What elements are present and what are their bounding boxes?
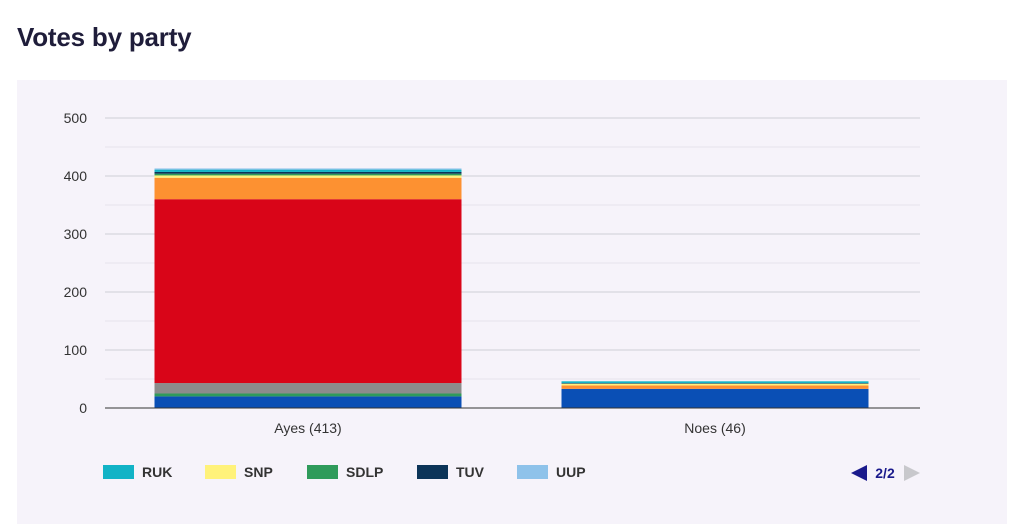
- legend-item-sdlp[interactable]: SDLP: [307, 464, 383, 480]
- bar-segment-ruk[interactable]: [561, 381, 869, 384]
- legend-pager: 2/2: [851, 465, 920, 481]
- legend-label: UUP: [556, 464, 586, 480]
- bar-segment-tuv[interactable]: [154, 171, 462, 174]
- bars: [154, 168, 869, 408]
- bar-segment-ruk[interactable]: [154, 169, 462, 172]
- legend: RUK SNP SDLP TUV UUP: [103, 464, 586, 480]
- bar-segment-tuv[interactable]: [561, 383, 869, 384]
- y-tick-label: 0: [79, 400, 87, 416]
- y-tick-label: 500: [64, 110, 88, 126]
- y-tick-label: 100: [64, 342, 88, 358]
- y-tick-label: 200: [64, 284, 88, 300]
- chart-title: Votes by party: [17, 22, 192, 52]
- legend-item-uup[interactable]: UUP: [517, 464, 586, 480]
- stacked-bar-chart: 0 100 200 300 400 500 Ayes (413) Noes (46) RUK…: [64, 110, 920, 481]
- legend-label: SDLP: [346, 464, 383, 480]
- prev-arrow-icon[interactable]: [851, 465, 867, 481]
- legend-item-ruk[interactable]: RUK: [103, 464, 172, 480]
- bar-stack: [561, 381, 869, 408]
- bar-segment[interactable]: [154, 177, 462, 200]
- legend-swatch: [417, 465, 448, 479]
- legend-swatch: [103, 465, 134, 479]
- bar-segment-snp[interactable]: [561, 383, 869, 386]
- bar-stack: [154, 168, 462, 408]
- y-tick-label: 300: [64, 226, 88, 242]
- chart-panel: 0 100 200 300 400 500 Ayes (413) Noes (46) RUK…: [17, 80, 1007, 524]
- x-axis-ticks: Ayes (413) Noes (46): [274, 420, 745, 436]
- bar-segment-uup[interactable]: [154, 168, 462, 170]
- legend-swatch: [307, 465, 338, 479]
- x-tick-label: Noes (46): [684, 420, 745, 436]
- next-arrow-icon[interactable]: [904, 465, 920, 481]
- bar-segment[interactable]: [154, 393, 462, 397]
- legend-swatch: [205, 465, 236, 479]
- bar-segment[interactable]: [154, 396, 462, 408]
- legend-label: TUV: [456, 464, 485, 480]
- y-tick-label: 400: [64, 168, 88, 184]
- legend-swatch: [517, 465, 548, 479]
- bar-segment[interactable]: [154, 199, 462, 384]
- bar-segment[interactable]: [561, 388, 869, 408]
- bar-segment[interactable]: [154, 383, 462, 394]
- pager-label: 2/2: [875, 465, 895, 481]
- legend-item-snp[interactable]: SNP: [205, 464, 273, 480]
- bar-segment-sdlp[interactable]: [154, 173, 462, 176]
- x-tick-label: Ayes (413): [274, 420, 341, 436]
- y-axis-ticks: 0 100 200 300 400 500: [64, 110, 88, 416]
- legend-label: SNP: [244, 464, 273, 480]
- legend-label: RUK: [142, 464, 172, 480]
- bar-segment-snp[interactable]: [154, 175, 462, 178]
- legend-item-tuv[interactable]: TUV: [417, 464, 485, 480]
- bar-segment[interactable]: [561, 385, 869, 389]
